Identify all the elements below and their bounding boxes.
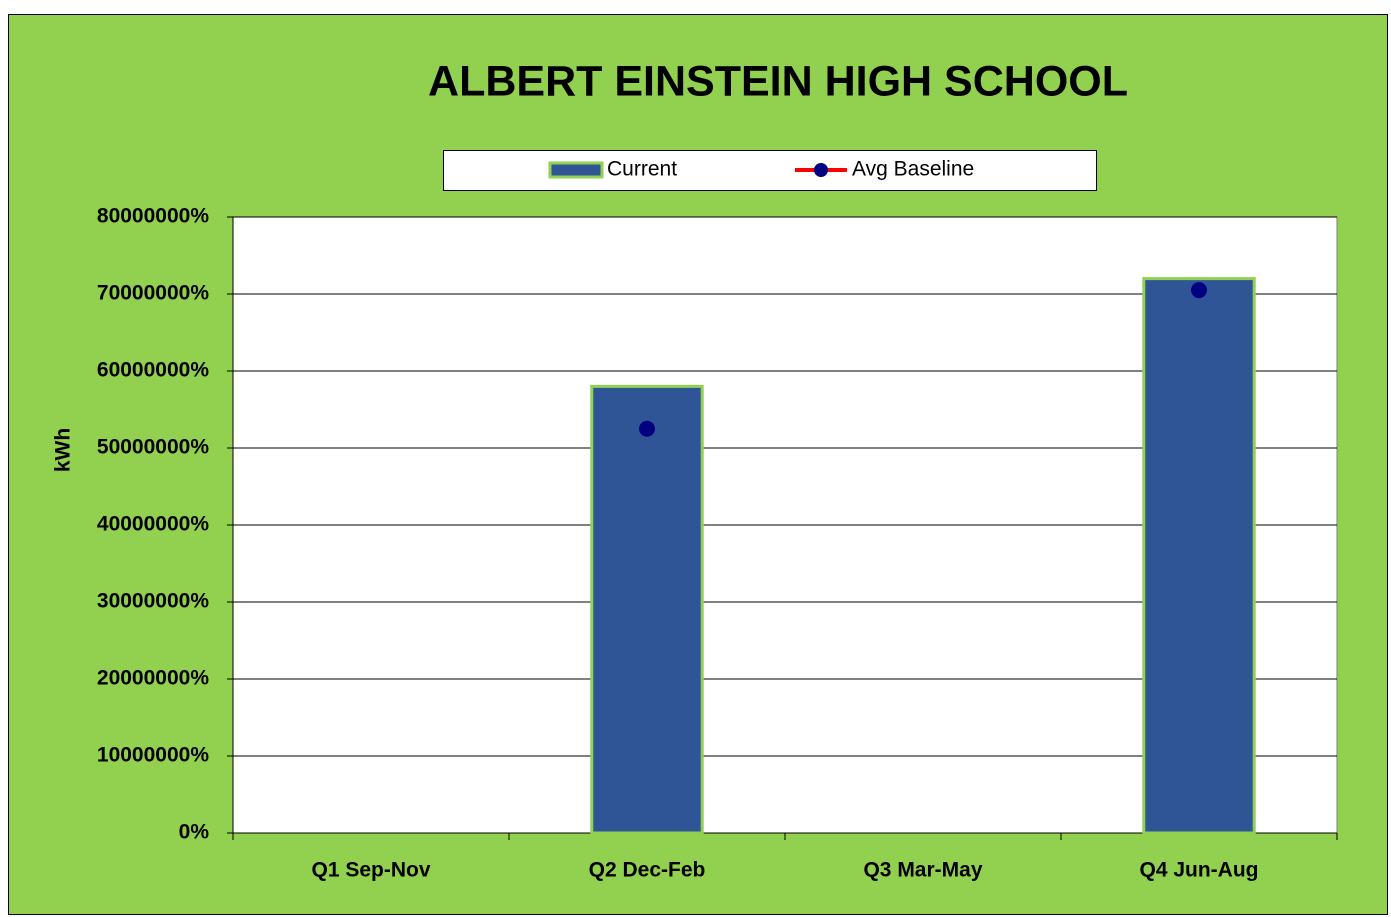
x-tick-label: Q3 Mar-May	[863, 859, 982, 882]
y-tick-label: 30000000%	[97, 590, 209, 613]
legend-label: Avg Baseline	[852, 158, 974, 181]
y-tick-label: 80000000%	[97, 205, 209, 228]
x-tick-label: Q4 Jun-Aug	[1140, 859, 1259, 882]
legend	[443, 150, 1097, 191]
y-tick-label: 60000000%	[97, 359, 209, 382]
bar	[1142, 277, 1256, 835]
chart-title: ALBERT EINSTEIN HIGH SCHOOL	[428, 57, 1128, 105]
x-tick-label: Q2 Dec-Feb	[589, 859, 706, 882]
y-axis-label: kWh	[52, 428, 75, 472]
line-marker	[639, 420, 655, 437]
line-marker	[1191, 282, 1207, 299]
y-tick-label: 0%	[179, 821, 210, 844]
legend-label: Current	[607, 158, 677, 181]
bar	[590, 384, 704, 835]
legend-swatch	[548, 161, 604, 179]
y-tick-label: 10000000%	[97, 744, 209, 767]
y-tick-label: 40000000%	[97, 513, 209, 536]
legend-marker	[814, 163, 828, 177]
y-tick-label: 20000000%	[97, 667, 209, 690]
x-tick-label: Q1 Sep-Nov	[311, 859, 430, 882]
y-tick-label: 70000000%	[97, 282, 209, 305]
y-tick-label: 50000000%	[97, 436, 209, 459]
